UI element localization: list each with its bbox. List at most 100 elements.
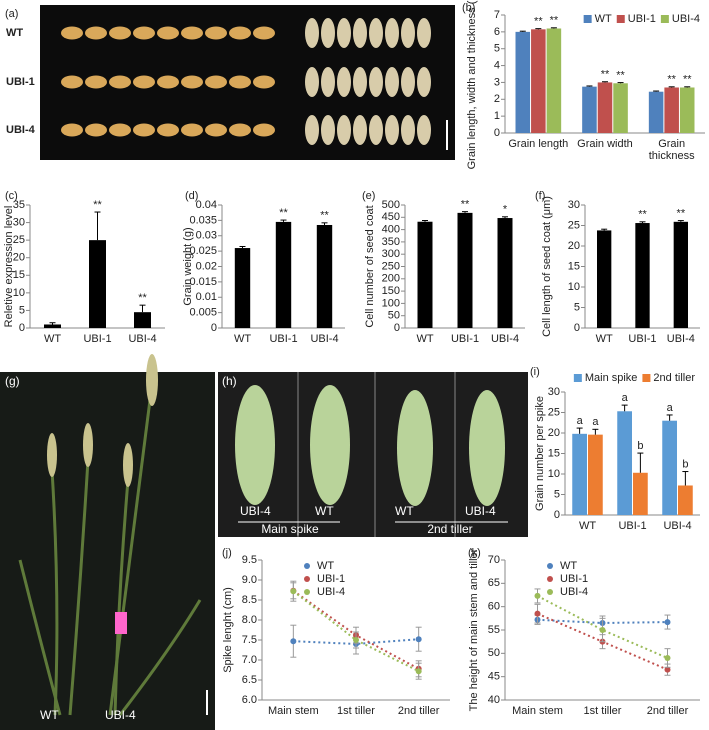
panel-label: (j) xyxy=(222,547,232,559)
y-tick-label: 0.02 xyxy=(196,260,217,272)
bar xyxy=(633,472,648,515)
y-tick-label: 0.03 xyxy=(196,230,217,242)
significance-label: a xyxy=(577,415,584,427)
bar xyxy=(582,86,597,133)
y-tick-label: 0 xyxy=(394,322,400,334)
grain xyxy=(157,123,179,137)
y-axis-label: Grain number per spike xyxy=(534,396,546,511)
y-axis-label: Grain length, width and thickness (mm) xyxy=(466,0,478,169)
y-tick-label: 3 xyxy=(494,76,500,88)
grains xyxy=(61,18,431,145)
legend-label: UBI-4 xyxy=(560,586,588,598)
y-tick-label: 10 xyxy=(13,287,25,299)
tag xyxy=(115,612,127,634)
grain xyxy=(205,123,227,137)
grain xyxy=(353,67,367,97)
y-tick-label: 4 xyxy=(494,59,500,71)
y-tick-label: 200 xyxy=(382,273,400,285)
x-tick-label: Grain thickness xyxy=(648,138,695,162)
y-tick-label: 0 xyxy=(554,509,560,521)
grain xyxy=(385,115,399,145)
grain xyxy=(85,26,107,40)
point xyxy=(599,627,606,633)
plant-photo xyxy=(0,372,215,730)
y-tick-label: 6.0 xyxy=(242,694,257,706)
grain xyxy=(61,75,83,89)
grain xyxy=(109,26,131,40)
point xyxy=(534,592,541,599)
x-tick-label: 2nd tiller xyxy=(646,705,689,717)
y-tick-label: 0.04 xyxy=(196,199,217,211)
bar xyxy=(44,324,61,328)
x-tick-label: Grain length xyxy=(508,138,569,150)
grain xyxy=(353,115,367,145)
legend-swatch xyxy=(642,374,651,382)
y-tick-label: 5 xyxy=(19,304,25,316)
x-tick-label: Grain width xyxy=(577,138,633,150)
legend-marker xyxy=(304,576,310,582)
bar xyxy=(617,411,632,515)
grain xyxy=(385,18,399,48)
legend-label: Main spike xyxy=(585,372,638,384)
significance-label: ** xyxy=(534,16,543,28)
point xyxy=(664,666,671,673)
grain xyxy=(321,115,335,145)
point xyxy=(534,610,541,617)
y-tick-label: 55 xyxy=(488,624,500,636)
bar xyxy=(417,221,433,328)
y-tick-label: 30 xyxy=(568,199,580,211)
panel-label: (d) xyxy=(185,190,198,202)
x-tick-label: UBI-1 xyxy=(269,333,298,345)
x-tick-label: 2nd tiller xyxy=(397,705,440,717)
grain xyxy=(61,123,83,137)
grain xyxy=(401,67,415,97)
significance-label: b xyxy=(682,458,688,470)
y-axis-label: Reletive expression level xyxy=(3,206,15,328)
x-tick-label: 1st tiller xyxy=(337,705,375,717)
point xyxy=(664,619,671,626)
bar xyxy=(275,221,292,328)
y-tick-label: 0.035 xyxy=(189,214,217,226)
y-tick-label: 0.01 xyxy=(196,291,217,303)
significance-label: ** xyxy=(138,292,147,304)
grain xyxy=(205,26,227,40)
grain xyxy=(401,115,415,145)
point xyxy=(353,637,359,643)
y-tick-label: 350 xyxy=(382,236,400,248)
y-tick-label: 15 xyxy=(13,269,25,281)
grain xyxy=(157,75,179,89)
legend-swatch xyxy=(573,374,582,382)
grain xyxy=(305,67,319,97)
panel-label: (a) xyxy=(5,8,18,20)
y-tick-label: 50 xyxy=(388,310,400,322)
y-tick-label: 0.005 xyxy=(189,307,217,319)
grain xyxy=(85,75,107,89)
plant-spikes xyxy=(47,354,158,487)
grain xyxy=(133,123,155,137)
significance-label: a xyxy=(592,416,599,428)
y-tick-label: 9.0 xyxy=(242,574,257,586)
grain xyxy=(253,123,275,137)
grain xyxy=(133,26,155,40)
y-tick-label: 65 xyxy=(488,577,500,589)
legend-label: WT xyxy=(317,560,334,572)
legend-label: WT xyxy=(560,560,577,572)
x-tick-label: UBI-1 xyxy=(83,333,112,345)
legend-label: UBI-1 xyxy=(317,573,345,585)
y-axis-label: Cell number of seed coat xyxy=(364,205,376,327)
x-tick-label: 1st tiller xyxy=(583,705,622,717)
y-tick-label: 300 xyxy=(382,248,400,260)
x-tick-label: UBI-4 xyxy=(666,333,695,345)
point xyxy=(290,638,297,645)
grain xyxy=(321,67,335,97)
point xyxy=(415,668,422,675)
y-axis-label: The height of main stem and tiller xyxy=(468,548,480,711)
y-tick-label: 0 xyxy=(574,322,580,334)
y-tick-label: 50 xyxy=(488,647,500,659)
y-tick-label: 15 xyxy=(568,260,580,272)
y-tick-label: 0 xyxy=(211,322,217,334)
y-tick-label: 250 xyxy=(382,260,400,272)
grain xyxy=(337,18,351,48)
y-tick-label: 25 xyxy=(568,219,580,231)
